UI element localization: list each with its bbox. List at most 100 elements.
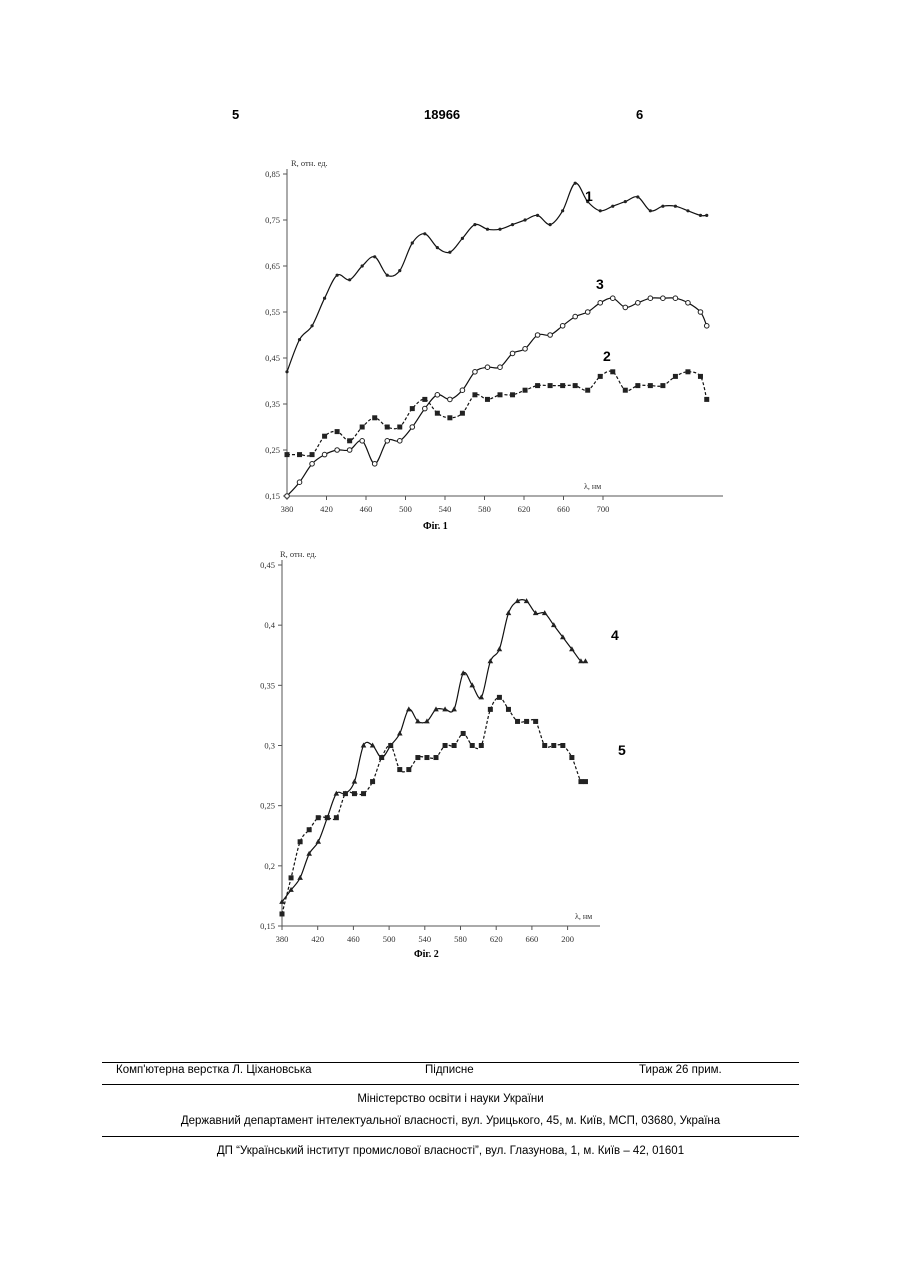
series-3-point bbox=[435, 393, 440, 398]
series-5-point bbox=[488, 707, 493, 712]
x-tick-label: 460 bbox=[360, 504, 373, 514]
series-2-point bbox=[460, 411, 465, 416]
series-2-point bbox=[447, 415, 452, 420]
footer-department: Державний департамент інтелектуальної вл… bbox=[0, 1115, 901, 1127]
figure-1-caption: Фіг. 1 bbox=[423, 521, 448, 532]
series-5-point bbox=[452, 743, 457, 748]
y-tick-label: 0,65 bbox=[265, 261, 280, 271]
series-1-point bbox=[323, 297, 326, 300]
series-3-point bbox=[510, 351, 515, 356]
series-5-point bbox=[415, 755, 420, 760]
series-5-point bbox=[316, 815, 321, 820]
figure-1: 0,150,250,350,450,550,650,750,8538042046… bbox=[0, 0, 901, 545]
series-5-point bbox=[515, 719, 520, 724]
series-2-point bbox=[498, 392, 503, 397]
series-5-point bbox=[569, 755, 574, 760]
series-4-label: 4 bbox=[611, 627, 619, 643]
series-5-point bbox=[524, 719, 529, 724]
series-3-point bbox=[548, 333, 553, 338]
series-1-point bbox=[498, 228, 501, 231]
y-axis-label: R, отн. ед. bbox=[291, 158, 328, 168]
y-tick-label: 0,55 bbox=[265, 307, 280, 317]
series-2-point bbox=[472, 392, 477, 397]
figure-2-plot: 0,150,20,250,30,350,40,45380420460500540… bbox=[0, 545, 901, 945]
series-3-point bbox=[648, 296, 653, 301]
series-5-point bbox=[434, 755, 439, 760]
series-4-point bbox=[406, 706, 412, 711]
series-2-point bbox=[347, 438, 352, 443]
x-tick-label: 540 bbox=[439, 504, 452, 514]
series-2-point bbox=[535, 383, 540, 388]
series-5-point bbox=[560, 743, 565, 748]
series-1-point bbox=[348, 278, 351, 281]
series-5-point bbox=[583, 779, 588, 784]
series-2-point bbox=[698, 374, 703, 379]
series-1-point bbox=[624, 200, 627, 203]
series-4-line bbox=[282, 600, 586, 902]
figure-1-plot: 0,150,250,350,450,550,650,750,8538042046… bbox=[0, 0, 901, 545]
series-3-point bbox=[335, 448, 340, 453]
series-1-point bbox=[574, 182, 577, 185]
series-1-point bbox=[686, 209, 689, 212]
y-tick-label: 0,25 bbox=[265, 445, 280, 455]
series-5-point bbox=[497, 695, 502, 700]
series-2-point bbox=[523, 388, 528, 393]
series-2-point bbox=[548, 383, 553, 388]
series-2-point bbox=[335, 429, 340, 434]
series-2-point bbox=[410, 406, 415, 411]
series-1-point bbox=[705, 214, 708, 217]
series-5-point bbox=[397, 767, 402, 772]
series-2-point bbox=[623, 388, 628, 393]
series-3-point bbox=[397, 439, 402, 444]
series-2-point bbox=[598, 374, 603, 379]
series-2-point bbox=[560, 383, 565, 388]
x-tick-label: 420 bbox=[311, 934, 324, 944]
y-tick-label: 0,4 bbox=[264, 620, 275, 630]
series-1-point bbox=[285, 370, 288, 373]
series-3-point bbox=[560, 324, 565, 329]
y-tick-label: 0,3 bbox=[264, 741, 275, 751]
series-4-point bbox=[583, 658, 589, 663]
series-3-point bbox=[448, 397, 453, 402]
series-3-line bbox=[287, 298, 707, 496]
series-4-point bbox=[451, 706, 457, 711]
series-3-point bbox=[410, 425, 415, 430]
series-4-point bbox=[370, 743, 376, 748]
figure-2-caption: Фіг. 2 bbox=[414, 949, 439, 960]
series-3-point bbox=[661, 296, 666, 301]
series-5-line bbox=[282, 697, 586, 914]
series-1-point bbox=[336, 274, 339, 277]
y-tick-label: 0,35 bbox=[265, 399, 280, 409]
series-1-point bbox=[361, 264, 364, 267]
series-5-point bbox=[280, 911, 285, 916]
series-4-point bbox=[478, 694, 484, 699]
series-5-point bbox=[479, 743, 484, 748]
series-1-point bbox=[386, 274, 389, 277]
series-5-point bbox=[379, 755, 384, 760]
series-3-point bbox=[473, 370, 478, 375]
series-2-point bbox=[485, 397, 490, 402]
x-tick-label: 700 bbox=[597, 504, 610, 514]
series-2-point bbox=[648, 383, 653, 388]
series-1-point bbox=[310, 324, 313, 327]
series-3-point bbox=[485, 365, 490, 370]
figure-2: 0,150,20,250,30,350,40,45380420460500540… bbox=[0, 545, 901, 945]
series-3-point bbox=[297, 480, 302, 485]
series-1-point bbox=[661, 205, 664, 208]
y-tick-label: 0,75 bbox=[265, 215, 280, 225]
series-1-point bbox=[674, 205, 677, 208]
series-2-point bbox=[635, 383, 640, 388]
series-5-point bbox=[343, 791, 348, 796]
series-1-point bbox=[536, 214, 539, 217]
series-2-point bbox=[573, 383, 578, 388]
series-5-point bbox=[470, 743, 475, 748]
series-5-point bbox=[578, 779, 583, 784]
series-3-point bbox=[673, 296, 678, 301]
series-3-point bbox=[360, 439, 365, 444]
series-3-point bbox=[704, 324, 709, 329]
y-tick-label: 0,45 bbox=[265, 353, 280, 363]
x-tick-label: 380 bbox=[276, 934, 289, 944]
series-3-point bbox=[598, 301, 603, 306]
series-5-point bbox=[533, 719, 538, 724]
series-3-point bbox=[523, 347, 528, 352]
